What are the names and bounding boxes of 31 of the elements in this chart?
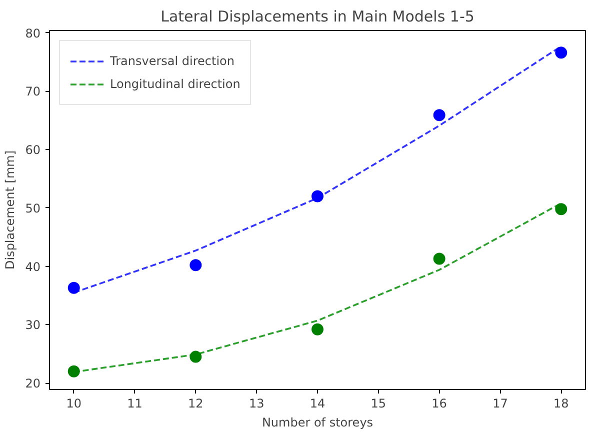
point: [433, 109, 446, 122]
y-tick-label: 50: [25, 201, 41, 216]
y-tick-label: 80: [25, 26, 41, 40]
x-tick-label: 12: [188, 396, 204, 410]
x-tick-label: 16: [432, 396, 447, 410]
y-tick-label: 20: [25, 376, 41, 391]
point: [555, 203, 568, 216]
x-tick-label: 11: [127, 396, 142, 410]
y-tick-label: 70: [25, 84, 41, 99]
y-tick-label: 30: [25, 318, 41, 332]
x-tick-label: 17: [492, 396, 508, 410]
point: [68, 282, 80, 294]
point: [190, 350, 202, 363]
x-tick-label: 14: [310, 396, 326, 410]
point: [555, 46, 568, 59]
x-tick-label: 10: [66, 396, 82, 410]
point: [312, 190, 324, 202]
x-axis-title: Number of storeys: [262, 416, 374, 430]
x-tick-label: 18: [554, 396, 569, 410]
y-tick-label: 60: [25, 143, 41, 158]
legend-label: Longitudinal direction: [110, 77, 240, 91]
y-tick-label: 40: [25, 260, 41, 274]
point: [433, 252, 446, 265]
y-axis-title: Displacement [mm]: [3, 150, 18, 270]
point: [68, 365, 80, 378]
point: [312, 323, 324, 336]
point: [190, 259, 202, 272]
x-tick-label: 15: [370, 396, 386, 410]
x-tick-label: 13: [248, 396, 264, 410]
chart-title: Lateral Displacements in Main Models 1-5: [160, 8, 474, 26]
legend-label: Transversal direction: [110, 54, 234, 68]
